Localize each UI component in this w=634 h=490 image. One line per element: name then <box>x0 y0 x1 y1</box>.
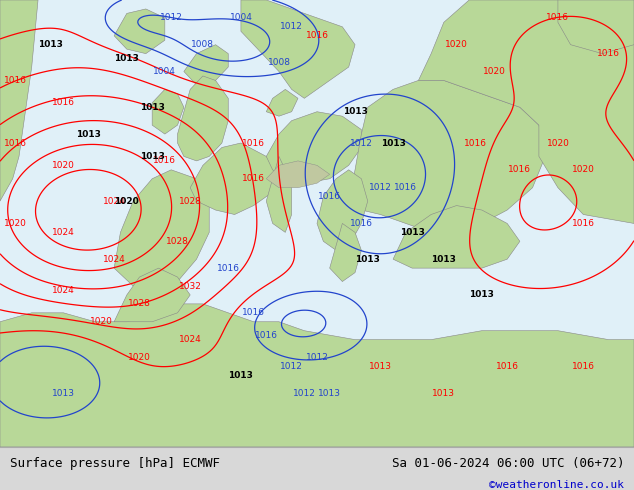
Text: Sa 01-06-2024 06:00 UTC (06+72): Sa 01-06-2024 06:00 UTC (06+72) <box>392 457 624 470</box>
Text: 1024: 1024 <box>179 335 202 344</box>
Text: 1020: 1020 <box>90 317 113 326</box>
Text: 1016: 1016 <box>242 174 265 183</box>
Text: 1013: 1013 <box>139 152 165 161</box>
Polygon shape <box>393 206 520 268</box>
Polygon shape <box>266 112 361 183</box>
Text: 1016: 1016 <box>394 183 417 192</box>
Polygon shape <box>266 89 298 116</box>
Text: 1012: 1012 <box>280 23 303 31</box>
Text: 1024: 1024 <box>52 228 75 237</box>
Text: 1024: 1024 <box>52 286 75 295</box>
Text: 1012: 1012 <box>293 389 316 398</box>
Text: 1004: 1004 <box>153 67 176 76</box>
Text: 1013: 1013 <box>399 228 425 237</box>
Text: 1016: 1016 <box>350 219 373 228</box>
Text: 1016: 1016 <box>217 264 240 272</box>
Text: 1012: 1012 <box>160 13 183 23</box>
Polygon shape <box>152 89 184 134</box>
Polygon shape <box>178 76 228 161</box>
Text: 1013: 1013 <box>469 291 495 299</box>
Text: 1013: 1013 <box>342 107 368 116</box>
Text: 1016: 1016 <box>496 362 519 371</box>
Polygon shape <box>241 0 355 98</box>
Text: 1016: 1016 <box>153 156 176 166</box>
Polygon shape <box>349 80 545 232</box>
Text: 1013: 1013 <box>369 362 392 371</box>
Text: 1020: 1020 <box>572 165 595 174</box>
Text: 1020: 1020 <box>52 161 75 170</box>
Text: 1020: 1020 <box>4 219 27 228</box>
Text: 1016: 1016 <box>242 139 265 147</box>
Polygon shape <box>317 170 368 250</box>
Text: 1013: 1013 <box>318 389 341 398</box>
Text: 1028: 1028 <box>179 196 202 206</box>
Text: Surface pressure [hPa] ECMWF: Surface pressure [hPa] ECMWF <box>10 457 219 470</box>
Text: 1016: 1016 <box>242 308 265 318</box>
Text: 1032: 1032 <box>179 281 202 291</box>
Text: 1013: 1013 <box>139 103 165 112</box>
Polygon shape <box>418 0 634 223</box>
Polygon shape <box>184 45 228 85</box>
Text: 1028: 1028 <box>166 237 189 246</box>
Polygon shape <box>0 0 38 201</box>
Text: 1024: 1024 <box>103 196 126 206</box>
Polygon shape <box>266 161 330 188</box>
Text: 1016: 1016 <box>508 165 531 174</box>
Text: 1016: 1016 <box>464 139 487 147</box>
Text: 1013: 1013 <box>431 255 456 264</box>
Text: 1024: 1024 <box>103 255 126 264</box>
Text: 1016: 1016 <box>4 76 27 85</box>
Text: 1013: 1013 <box>380 139 406 147</box>
Text: 1016: 1016 <box>318 192 341 201</box>
Text: 1020: 1020 <box>547 139 569 147</box>
Text: 1013: 1013 <box>432 389 455 398</box>
Text: 1020: 1020 <box>128 353 151 362</box>
Text: 1020: 1020 <box>483 67 506 76</box>
Text: 1016: 1016 <box>547 13 569 23</box>
Text: 1013: 1013 <box>38 40 63 49</box>
Polygon shape <box>266 156 292 232</box>
Text: 1028: 1028 <box>128 299 151 308</box>
Polygon shape <box>558 0 634 53</box>
Text: 1013: 1013 <box>228 371 254 380</box>
Text: 1013: 1013 <box>114 53 139 63</box>
Text: 1013: 1013 <box>355 255 380 264</box>
Text: 1012: 1012 <box>280 362 303 371</box>
Text: 1016: 1016 <box>255 331 278 340</box>
Text: 1012: 1012 <box>306 353 328 362</box>
Text: 1004: 1004 <box>230 13 252 23</box>
Polygon shape <box>330 223 361 282</box>
Text: 1016: 1016 <box>4 139 27 147</box>
Polygon shape <box>114 268 190 322</box>
Text: 1016: 1016 <box>306 31 328 40</box>
Text: 1020: 1020 <box>445 40 468 49</box>
Text: 1013: 1013 <box>76 129 101 139</box>
Text: 1012: 1012 <box>350 139 373 147</box>
Polygon shape <box>114 9 165 53</box>
Text: 1016: 1016 <box>572 219 595 228</box>
Text: 1016: 1016 <box>572 362 595 371</box>
Text: 1020: 1020 <box>114 196 139 206</box>
Text: 1013: 1013 <box>52 389 75 398</box>
Text: 1016: 1016 <box>52 98 75 107</box>
Text: 1016: 1016 <box>597 49 620 58</box>
Polygon shape <box>190 143 279 215</box>
Polygon shape <box>114 170 209 291</box>
Polygon shape <box>0 304 634 447</box>
Text: 1008: 1008 <box>191 40 214 49</box>
Text: 1012: 1012 <box>369 183 392 192</box>
Text: 1008: 1008 <box>268 58 290 67</box>
Text: ©weatheronline.co.uk: ©weatheronline.co.uk <box>489 480 624 490</box>
